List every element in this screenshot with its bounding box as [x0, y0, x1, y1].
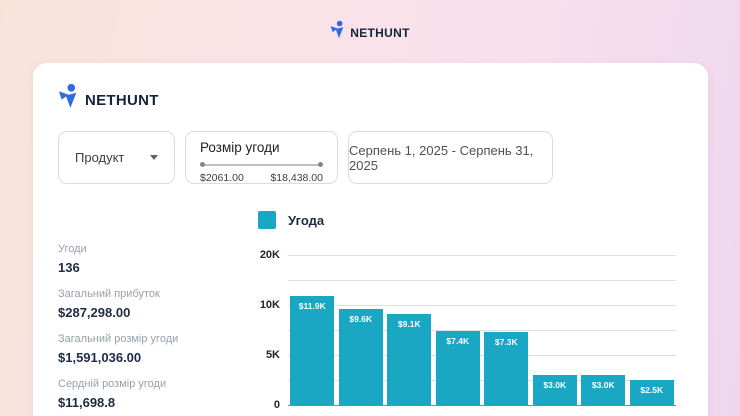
gridline — [288, 355, 676, 356]
chart-bar[interactable]: $3.0K — [532, 375, 577, 405]
deal-size-min-value: $2061.00 — [200, 172, 244, 184]
gridline — [288, 255, 676, 256]
x-axis-line — [288, 405, 676, 406]
card-logo: NetHunt — [58, 83, 159, 114]
stat-label: Угоди — [58, 243, 87, 255]
deal-size-filter: Розмір угоди $2061.00 $18,438.00 — [185, 131, 338, 184]
y-axis-tick-label: 10K — [259, 299, 280, 311]
gridline — [288, 330, 676, 331]
bar-value-label: $9.6K — [349, 314, 373, 324]
chart-bar[interactable]: $7.4K — [435, 331, 480, 405]
chart-plot: 20K 10K 5K 0 $11.9K $9.6K $9.1K $7.4K $7.3K $3.0K… — [260, 249, 676, 411]
gridline — [288, 305, 676, 306]
y-axis-tick-label: 0 — [273, 399, 280, 411]
stat-total-deal-size: Загальний розмір угоди $1,591,036.00 — [58, 333, 273, 365]
stat-deals-count: Угоди 136 — [58, 243, 273, 275]
stat-value: $287,298.00 — [58, 305, 131, 320]
chart-bar[interactable]: $9.6K — [338, 309, 383, 405]
nethunt-logo-icon — [330, 20, 346, 44]
date-range-value: Серпень 1, 2025 - Серпень 31, 2025 — [349, 142, 534, 173]
chevron-down-icon — [150, 155, 158, 160]
stat-label: Загальний розмір угоди — [58, 333, 179, 345]
product-filter-label: Продукт — [75, 150, 125, 165]
stat-value: 136 — [58, 260, 80, 275]
gridline — [288, 380, 676, 381]
chart-bar[interactable]: $9.1K — [387, 314, 432, 405]
stat-label: Сердній розмір угоди — [58, 378, 167, 390]
chart-bar[interactable]: $2.5K — [629, 380, 674, 405]
date-range-filter[interactable]: Серпень 1, 2025 - Серпень 31, 2025 — [348, 131, 553, 184]
stat-value: $11,698.8 — [58, 395, 116, 410]
card-logo-text: NetHunt — [85, 86, 159, 110]
product-filter-dropdown[interactable]: Продукт — [58, 131, 175, 184]
deal-size-max-value: $18,438.00 — [270, 172, 323, 184]
bar-value-label: $11.9K — [298, 300, 326, 311]
report-card: NetHunt Продукт Розмір угоди $2061.00 $1… — [33, 63, 708, 416]
stats-panel: Угоди 136 Загальний прибуток $287,298.00… — [58, 243, 273, 416]
bar-value-label: $3.0K — [591, 380, 615, 390]
legend-label: Угода — [288, 212, 325, 228]
slider-handle-min[interactable] — [200, 162, 205, 167]
header-logo-text: NetHunt — [350, 22, 410, 41]
chart-bar[interactable]: $11.9K — [290, 295, 335, 405]
y-axis-tick-label: 5K — [265, 349, 280, 361]
bar-value-label: $7.3K — [494, 337, 518, 347]
stat-value: $1,591,036.00 — [58, 350, 142, 365]
chart-bar[interactable]: $7.3K — [484, 332, 529, 405]
stat-total-profit: Загальний прибуток $287,298.00 — [58, 288, 273, 320]
chart-legend-item[interactable]: Угода — [258, 211, 324, 229]
deal-size-range-slider[interactable] — [200, 162, 323, 167]
nethunt-logo-icon — [58, 83, 80, 114]
stat-label: Загальний прибуток — [58, 288, 160, 300]
y-axis-tick-label: 20K — [259, 249, 280, 261]
deal-size-filter-label: Розмір угоди — [200, 140, 280, 155]
slider-handle-max[interactable] — [318, 162, 323, 167]
bar-value-label: $7.4K — [446, 336, 470, 346]
gridline — [288, 280, 676, 281]
bar-value-label: $3.0K — [543, 380, 567, 390]
stat-average-deal-size: Сердній розмір угоди $11,698.8 — [58, 378, 273, 410]
bar-value-label: $9.1K — [397, 319, 421, 329]
header-logo: NetHunt — [0, 20, 740, 44]
chart-bar[interactable]: $3.0K — [581, 375, 626, 405]
legend-color-swatch — [258, 211, 276, 229]
bar-value-label: $2.5K — [640, 385, 664, 395]
